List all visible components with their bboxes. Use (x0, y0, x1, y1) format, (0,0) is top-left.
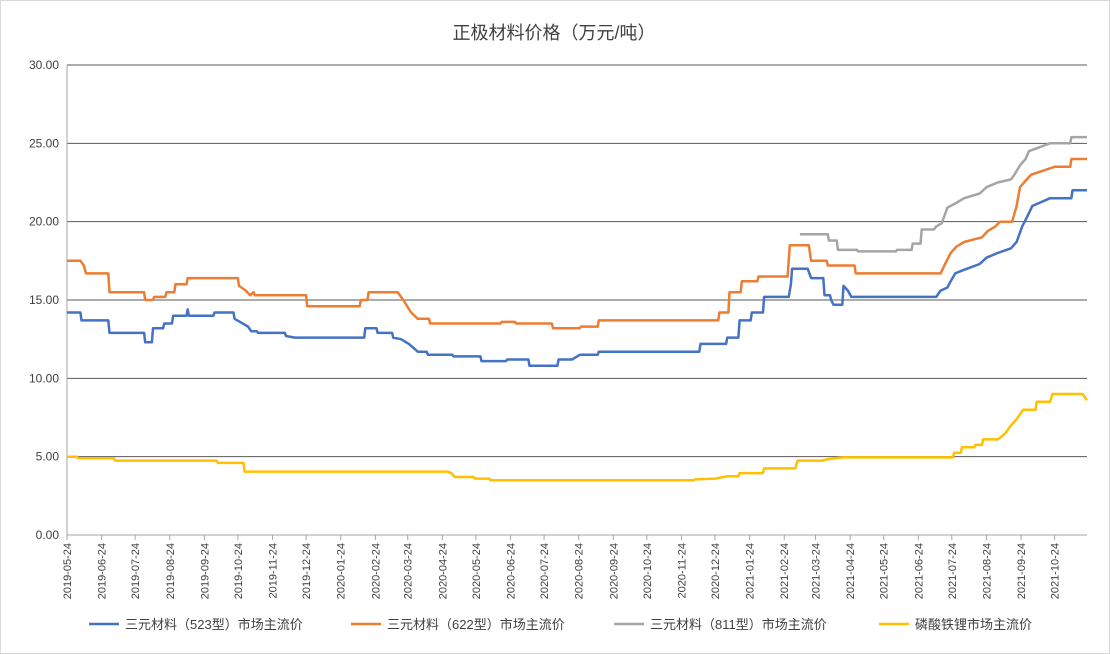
series-line (799, 135, 1087, 253)
x-tick-label: 2021-10-24 (1050, 543, 1062, 599)
chart-title: 正极材料价格（万元/吨） (453, 23, 656, 43)
y-tick-label: 30.00 (29, 58, 59, 72)
x-tick-label: 2020-09-24 (608, 543, 620, 599)
series-lines (67, 135, 1089, 482)
x-tick-label: 2021-02-24 (779, 543, 791, 599)
x-tick-label: 2020-03-24 (403, 543, 415, 599)
y-tick-label: 10.00 (29, 371, 59, 385)
series-line (67, 392, 1089, 482)
x-tick-label: 2021-07-24 (947, 543, 959, 599)
x-tick-label: 2019-05-24 (62, 543, 74, 599)
x-tick-label: 2020-02-24 (370, 543, 382, 599)
y-tick-label: 20.00 (29, 215, 59, 229)
x-tick-label: 2020-12-24 (710, 543, 722, 599)
x-tick-label: 2021-06-24 (913, 543, 925, 599)
x-tick-label: 2019-11-24 (268, 543, 280, 598)
legend-label: 三元材料（622型）市场主流价 (387, 617, 565, 632)
x-tick-label: 2019-06-24 (97, 543, 109, 599)
y-tick-label: 5.00 (36, 450, 60, 464)
x-tick-label: 2020-04-24 (437, 543, 449, 599)
series-line (67, 157, 1087, 330)
x-tick-label: 2020-10-24 (642, 543, 654, 599)
y-axis-ticks: 0.00 5.00 10.00 15.00 20.00 25.00 30.00 (29, 58, 59, 542)
legend-label: 三元材料（523型）市场主流价 (125, 617, 303, 632)
legend-label: 磷酸铁锂市场主流价 (915, 617, 1032, 632)
x-tick-label: 2019-08-24 (165, 543, 177, 599)
x-tick-label: 2020-08-24 (574, 543, 586, 599)
x-tick-label: 2019-10-24 (233, 543, 245, 599)
x-axis-ticks: 2019-05-24 2019-06-24 2019-07-24 2019-08-24… (62, 535, 1062, 599)
x-tick-label: 2021-09-24 (1016, 543, 1028, 599)
x-tick-label: 2021-08-24 (981, 543, 993, 599)
y-tick-label: 0.00 (36, 528, 60, 542)
x-tick-label: 2020-11-24 (676, 543, 688, 598)
x-tick-label: 2019-09-24 (199, 543, 211, 599)
x-tick-label: 2021-01-24 (745, 543, 757, 599)
y-tick-label: 15.00 (29, 293, 59, 307)
legend: 三元材料（523型）市场主流价 三元材料（622型）市场主流价 三元材料（811型）… (89, 617, 1032, 632)
x-tick-label: 2021-03-24 (811, 543, 823, 599)
x-tick-label: 2020-06-24 (506, 543, 518, 599)
gridlines (66, 64, 1087, 536)
x-tick-label: 2021-04-24 (845, 543, 857, 599)
x-tick-label: 2019-07-24 (130, 543, 142, 599)
x-tick-label: 2019-12-24 (301, 543, 313, 599)
y-tick-label: 25.00 (29, 136, 59, 150)
series-line (67, 189, 1087, 368)
x-tick-label: 2020-07-24 (539, 543, 551, 599)
legend-label: 三元材料（811型）市场主流价 (650, 617, 827, 632)
x-tick-label: 2020-01-24 (336, 543, 348, 599)
x-tick-label: 2020-05-24 (471, 543, 483, 599)
x-tick-label: 2021-05-24 (879, 543, 891, 599)
